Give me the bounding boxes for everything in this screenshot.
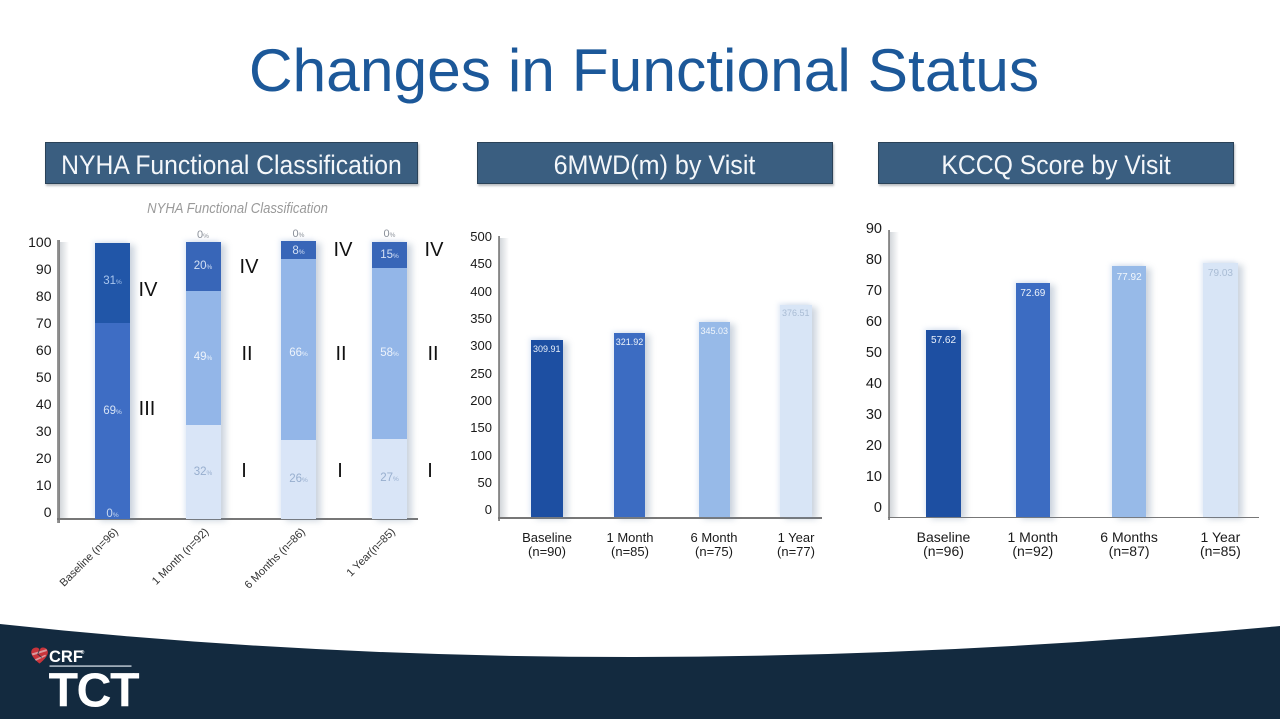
svg-text:CRF: CRF xyxy=(49,648,83,666)
svg-text:TCT: TCT xyxy=(49,663,140,717)
svg-text:®: ® xyxy=(132,672,136,679)
svg-text:®: ® xyxy=(81,649,85,656)
